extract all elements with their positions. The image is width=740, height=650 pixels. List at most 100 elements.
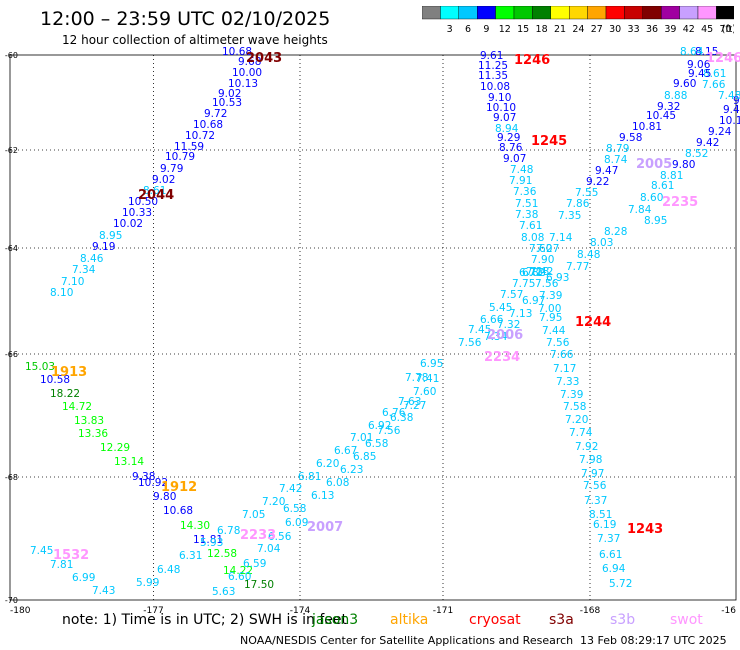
footer-note: note: 1) Time is in UTC; 2) SWH is in fe… xyxy=(62,612,348,628)
wave-height-reading: 7.86 xyxy=(566,198,590,210)
wave-height-reading: 7.75 xyxy=(512,278,535,290)
ground-track-2234: 7.567.457.347.326.665.457.136.977.577.75… xyxy=(458,46,740,349)
wave-height-reading: 7.33 xyxy=(556,376,579,388)
color-bin-label: 33 xyxy=(628,24,640,35)
color-bin-label: 24 xyxy=(572,24,584,35)
wave-height-reading: 10.92 xyxy=(138,477,168,489)
wave-height-reading: 7.14 xyxy=(549,232,573,244)
wave-height-reading: 6.31 xyxy=(179,550,202,562)
wave-height-reading: 8.61 xyxy=(651,180,674,192)
wave-height-reading: 6.48 xyxy=(157,564,180,576)
longitude-label: -171 xyxy=(433,606,453,616)
color-bin-label: 45 xyxy=(701,24,713,35)
wave-height-reading: 6.08 xyxy=(326,477,349,489)
wave-height-reading: 7.34 xyxy=(484,331,508,343)
wave-height-reading: 10.08 xyxy=(480,81,510,93)
color-bin-label: 12 xyxy=(499,24,511,35)
wave-height-reading: 7.84 xyxy=(628,204,652,216)
wave-height-reading: 7.63 xyxy=(398,396,421,408)
color-bin-label: 70 xyxy=(720,24,732,35)
pass-time-label: 2005 xyxy=(636,157,672,172)
wave-height-reading: 7.56 xyxy=(583,480,607,492)
color-bin-label: 6 xyxy=(465,24,471,35)
ground-track-2043: 10.689.6810.0010.139.0210.539.7210.6810.… xyxy=(50,46,262,299)
wave-height-reading: 7.77 xyxy=(566,261,589,273)
wave-height-reading: 8.52 xyxy=(685,148,708,160)
wave-height-reading: 6.71 xyxy=(519,267,542,279)
wave-height-reading: 7.20 xyxy=(262,496,285,508)
longitude-label: -16 xyxy=(721,606,736,616)
wave-height-reading: 9.07 xyxy=(503,153,526,165)
wave-height-reading: 11.81 xyxy=(193,534,223,546)
wave-height-reading: 6.59 xyxy=(243,558,266,570)
wave-height-reading: 6.78 xyxy=(217,525,240,537)
wave-height-reading: 7.48 xyxy=(510,164,533,176)
wave-height-reading: 7.45 xyxy=(30,545,53,557)
ground-track-2007: 7.057.207.426.81 6.58 6.09 6.567.04 6.59 6.13… xyxy=(242,358,443,570)
wave-height-reading: 7.27 xyxy=(536,243,559,255)
wave-height-reading: 10.17 xyxy=(719,115,740,127)
wave-height-reading: 9.29 xyxy=(497,132,520,144)
wave-height-reading: 6.60 xyxy=(228,571,251,583)
wave-height-reading: 9.06 xyxy=(687,59,711,71)
wave-height-reading: 7.97 xyxy=(581,468,604,480)
wave-height-reading: 7.57 xyxy=(500,289,523,301)
wave-height-reading: 7.56 xyxy=(535,278,559,290)
wave-height-reading: 7.66 xyxy=(550,349,574,361)
ground-track-2005: 8.649.069.459.608.889.3210.4510.819.588.… xyxy=(526,46,711,349)
pass-time-label: 2235 xyxy=(662,195,698,210)
pass-time-label: 1246 xyxy=(706,51,740,66)
ground-track-1532: 7.45 7.816.997.43 xyxy=(30,545,115,597)
wave-height-reading: 6.81 xyxy=(298,471,321,483)
ground-track-1246: 9.6111.2511.3510.089.1010.109.078.949.29… xyxy=(478,50,552,279)
pass-time-label: 2044 xyxy=(138,188,174,203)
wave-height-reading: 8.64 xyxy=(680,46,704,58)
wave-height-reading: 8.60 xyxy=(640,192,663,204)
color-bin-label: 36 xyxy=(646,24,658,35)
wave-height-reading: 7.55 xyxy=(575,187,598,199)
wave-height-reading: 9.46 xyxy=(723,104,740,116)
wave-height-reading: 9.80 xyxy=(672,159,695,171)
pass-time-label: 2007 xyxy=(307,520,343,535)
color-bin-label: 15 xyxy=(517,24,529,35)
footer-credit: NOAA/NESDIS Center for Satellite Applica… xyxy=(240,634,574,647)
wave-height-reading: 9.68 xyxy=(238,56,261,68)
wave-height-reading: 9.47 xyxy=(595,165,618,177)
wave-height-reading: 7.37 xyxy=(597,533,620,545)
wave-height-reading: 9.58 xyxy=(619,132,642,144)
wave-height-reading: 6.92 xyxy=(368,420,391,432)
wave-height-reading: 7.35 xyxy=(558,210,581,222)
wave-height-reading: 9.42 xyxy=(696,137,719,149)
color-bin-label: 42 xyxy=(683,24,695,35)
wave-height-reading: 8.74 xyxy=(604,154,628,166)
wave-height-reading: 6.99 xyxy=(72,572,95,584)
wave-height-reading: 17.50 xyxy=(244,579,274,591)
pass-time-label: 2043 xyxy=(246,51,282,66)
wave-height-reading: 7.74 xyxy=(569,427,593,439)
wave-height-reading: 7.37 xyxy=(584,495,607,507)
wave-height-reading: 6.09 xyxy=(285,517,308,529)
wave-height-reading: 18.22 xyxy=(50,388,80,400)
wave-height-reading: 6.58 xyxy=(365,438,388,450)
map-frame xyxy=(9,54,737,601)
wave-height-reading: 7.44 xyxy=(542,325,566,337)
footer-timestamp: 13 Feb 08:29:17 UTC 2025 xyxy=(580,634,727,647)
wave-height-reading: 7.45 xyxy=(468,324,491,336)
wave-height-reading: 8.48 xyxy=(577,249,600,261)
wave-height-reading: 5.93 xyxy=(200,537,223,549)
wave-height-reading: 11.35 xyxy=(478,70,508,82)
wave-height-reading: 6.19 xyxy=(593,519,616,531)
latitude-label: -60 xyxy=(5,51,18,60)
wave-height-reading: 7.41 xyxy=(416,373,439,385)
pass-time-label: 2234 xyxy=(484,350,520,365)
satellite-legend-altika: altika xyxy=(390,612,429,628)
pass-time-label: 1245 xyxy=(531,134,567,149)
ground-track-1243: 7.66 7.177.337.397.587.207.74 7.927.98 7.97… xyxy=(550,349,632,590)
wave-height-reading: 6.20 xyxy=(316,458,339,470)
wave-height-reading: 10.50 xyxy=(128,196,158,208)
wave-height-reading: 6.82 xyxy=(522,267,545,279)
color-bin-label: 30 xyxy=(609,24,621,35)
